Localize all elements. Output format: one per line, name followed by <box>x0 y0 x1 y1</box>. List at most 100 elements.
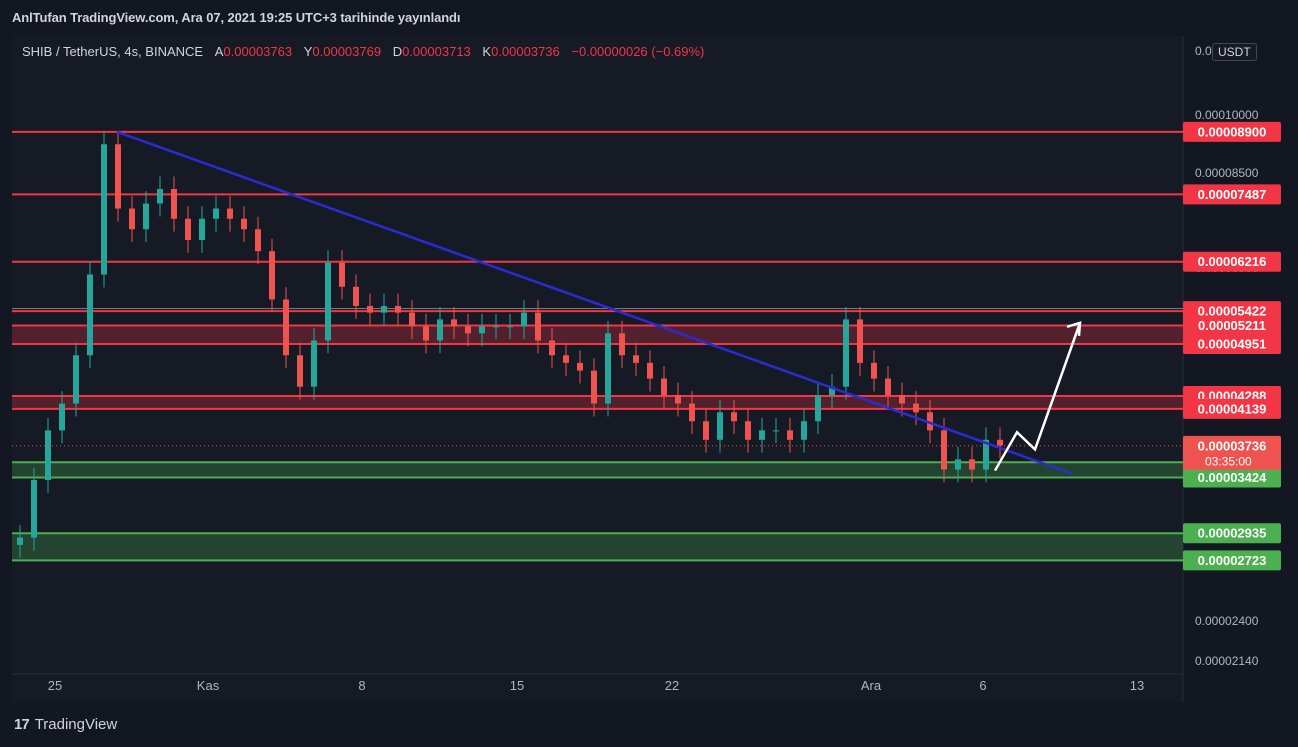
candle-body[interactable] <box>871 362 877 379</box>
candle-body[interactable] <box>815 395 821 422</box>
candle-body[interactable] <box>101 144 107 275</box>
price-axis[interactable] <box>1183 36 1298 702</box>
candle-body[interactable] <box>689 403 695 422</box>
candle-body[interactable] <box>241 218 247 230</box>
candle-body[interactable] <box>45 430 51 481</box>
price-tag-label: 0.00002723 <box>1198 553 1267 568</box>
candle-body[interactable] <box>73 355 79 404</box>
candle-body[interactable] <box>465 326 471 334</box>
support-price-tag[interactable] <box>1183 550 1281 571</box>
candle-body[interactable] <box>283 299 289 356</box>
candle-body[interactable] <box>969 459 975 470</box>
candle-body[interactable] <box>227 208 233 219</box>
candle-body[interactable] <box>647 362 653 379</box>
candle-body[interactable] <box>899 395 905 404</box>
candle-body[interactable] <box>213 208 219 219</box>
projection-path[interactable] <box>993 322 1082 472</box>
candle-body[interactable] <box>675 395 681 404</box>
resistance-price-tag[interactable] <box>1183 121 1281 142</box>
symbol-label[interactable]: SHIB / TetherUS, 4s, BINANCE <box>22 44 204 59</box>
candle-body[interactable] <box>171 188 177 219</box>
candle-body[interactable] <box>269 251 275 300</box>
candle-body[interactable] <box>927 412 933 431</box>
price-tag-label: 0.00005422 <box>1198 304 1267 319</box>
candle-body[interactable] <box>759 430 765 440</box>
candle-body[interactable] <box>829 386 835 396</box>
candle-body[interactable] <box>17 537 23 545</box>
candle-body[interactable] <box>199 218 205 241</box>
x-tick-label: Kas <box>197 678 220 693</box>
candle-body[interactable] <box>913 403 919 413</box>
candle-body[interactable] <box>339 262 345 287</box>
candle-body[interactable] <box>255 229 261 252</box>
projection-arrow-icon <box>1066 321 1082 336</box>
resistance-zone <box>12 396 1183 409</box>
candle-body[interactable] <box>493 326 499 328</box>
candle-body[interactable] <box>521 312 527 327</box>
candle-body[interactable] <box>479 326 485 334</box>
candle-body[interactable] <box>731 412 737 422</box>
candle-body[interactable] <box>955 459 961 470</box>
resistance-price-tag[interactable] <box>1183 184 1281 205</box>
candle-body[interactable] <box>59 403 65 431</box>
candle-body[interactable] <box>311 340 317 387</box>
candle-body[interactable] <box>409 312 415 327</box>
candle-body[interactable] <box>885 378 891 396</box>
tradingview-brand[interactable]: 17 TradingView <box>14 716 117 733</box>
candle-body[interactable] <box>703 421 709 440</box>
trendline[interactable] <box>116 130 1073 475</box>
candle-body[interactable] <box>367 305 373 313</box>
candle-body[interactable] <box>661 378 667 396</box>
resistance-price-tag[interactable] <box>1183 251 1281 272</box>
price-tag-label: 0.00007487 <box>1198 187 1267 202</box>
candle-body[interactable] <box>115 144 121 209</box>
candle-body[interactable] <box>577 362 583 371</box>
candle-body[interactable] <box>31 480 37 538</box>
candle-body[interactable] <box>381 305 387 313</box>
candle-body[interactable] <box>591 370 597 404</box>
current-price-tag[interactable] <box>1183 435 1281 470</box>
support-price-tag[interactable] <box>1183 523 1281 544</box>
candle-body[interactable] <box>843 319 849 387</box>
candle-body[interactable] <box>297 355 303 387</box>
price-tag-label: 0.00004139 <box>1198 401 1267 416</box>
candle-body[interactable] <box>325 262 331 341</box>
candle-body[interactable] <box>185 218 191 241</box>
candle-body[interactable] <box>451 319 457 327</box>
candle-body[interactable] <box>437 319 443 341</box>
candle-body[interactable] <box>87 274 93 356</box>
candle-body[interactable] <box>143 203 149 230</box>
brand-name: TradingView <box>34 716 118 733</box>
y-tick-label: 0.00002140 <box>1195 654 1259 668</box>
resistance-price-tag[interactable] <box>1183 334 1281 355</box>
support-price-tag[interactable] <box>1183 467 1281 488</box>
candle-body[interactable] <box>129 208 135 230</box>
candle-body[interactable] <box>997 439 1003 446</box>
candle-body[interactable] <box>395 305 401 313</box>
candle-body[interactable] <box>983 439 989 470</box>
candle-body[interactable] <box>535 312 541 341</box>
candle-body[interactable] <box>787 430 793 440</box>
candle-body[interactable] <box>549 340 555 356</box>
candle-body[interactable] <box>157 188 163 204</box>
candle-body[interactable] <box>423 326 429 341</box>
candle-body[interactable] <box>857 319 863 363</box>
candle-body[interactable] <box>745 421 751 440</box>
candle-body[interactable] <box>619 333 625 356</box>
resistance-price-tag[interactable] <box>1183 315 1281 336</box>
candle-body[interactable] <box>773 430 779 432</box>
currency-badge[interactable]: USDT <box>1212 43 1257 61</box>
candle-body[interactable] <box>605 333 611 404</box>
candle-body[interactable] <box>801 421 807 440</box>
candle-body[interactable] <box>941 430 947 470</box>
x-tick-label: 22 <box>665 678 679 693</box>
candle-body[interactable] <box>633 355 639 363</box>
x-tick-label: 13 <box>1130 678 1144 693</box>
candle-body[interactable] <box>563 355 569 363</box>
resistance-price-tag[interactable] <box>1183 398 1281 419</box>
candle-body[interactable] <box>717 412 723 440</box>
candle-body[interactable] <box>353 286 359 306</box>
open-value: 0.00003763 <box>223 44 293 59</box>
candle-body[interactable] <box>507 326 513 328</box>
